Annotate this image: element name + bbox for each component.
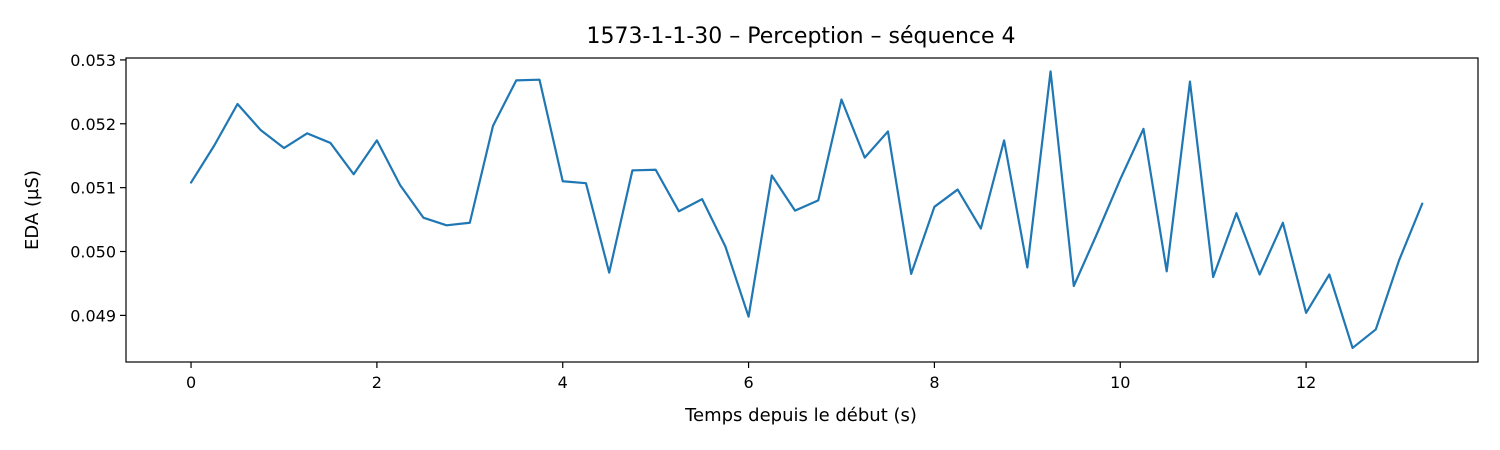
- x-tick-label: 2: [372, 373, 382, 392]
- x-axis-ticks: 0 2 4 6 8 10 12: [186, 362, 1316, 392]
- plot-frame: [125, 57, 1479, 363]
- x-axis-label: Temps depuis le début (s): [684, 405, 917, 426]
- x-tick-label: 8: [929, 373, 939, 392]
- y-tick-label: 0.049: [70, 306, 116, 325]
- y-tick-label: 0.050: [70, 243, 116, 262]
- y-tick-label: 0.051: [70, 179, 116, 198]
- y-axis-label: EDA (µS): [22, 170, 43, 250]
- y-tick-label: 0.052: [70, 115, 116, 134]
- y-axis-ticks: 0.049 0.050 0.051 0.052 0.053: [70, 51, 126, 325]
- series-layer: [189, 70, 1424, 350]
- x-tick-label: 0: [186, 373, 196, 392]
- x-tick-label: 4: [558, 373, 568, 392]
- x-tick-label: 6: [743, 373, 753, 392]
- y-tick-label: 0.053: [70, 51, 116, 70]
- series-line: [189, 70, 1424, 350]
- chart-title: 1573-1-1-30 – Perception – séquence 4: [586, 24, 1015, 49]
- x-tick-label: 12: [1296, 373, 1316, 392]
- x-tick-label: 10: [1110, 373, 1130, 392]
